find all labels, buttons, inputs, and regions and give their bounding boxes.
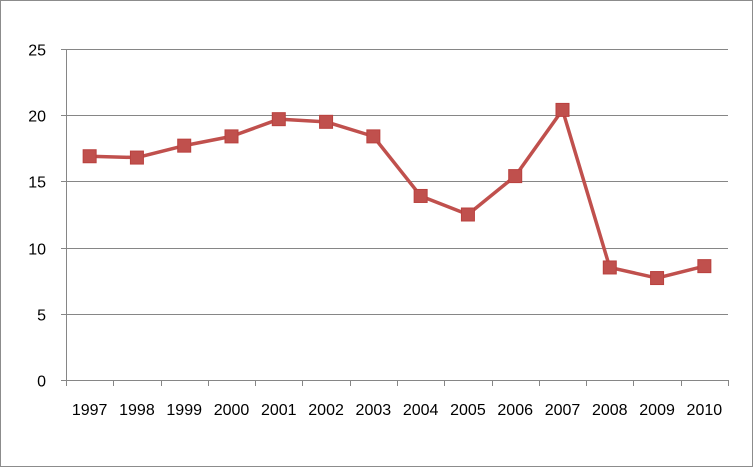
y-tick-label: 5 bbox=[37, 308, 46, 325]
x-tick-label: 2004 bbox=[403, 402, 439, 419]
data-point-marker bbox=[602, 260, 617, 275]
tick-labels: 0 5 10 15 20 25 1997 1998 1999 2000 2001 2002 2003 20… bbox=[28, 43, 722, 420]
y-tick-label: 0 bbox=[37, 374, 46, 391]
x-tick-label: 2007 bbox=[545, 402, 581, 419]
gridlines bbox=[66, 49, 728, 315]
x-tick-label: 2010 bbox=[687, 402, 723, 419]
data-point-marker bbox=[224, 129, 239, 144]
data-point-marker bbox=[555, 102, 570, 117]
data-point-marker bbox=[508, 169, 523, 184]
x-tick-label: 2005 bbox=[450, 402, 486, 419]
x-tick-label: 2006 bbox=[497, 402, 533, 419]
series-line bbox=[89, 108, 705, 280]
data-point-marker bbox=[177, 138, 192, 153]
data-point-marker bbox=[271, 112, 286, 127]
x-tick-label: 2002 bbox=[308, 402, 344, 419]
data-point-marker bbox=[697, 259, 712, 274]
y-tick-label: 10 bbox=[28, 242, 46, 259]
x-tick-label: 1999 bbox=[166, 402, 202, 419]
data-point-marker bbox=[319, 114, 334, 129]
data-point-marker bbox=[413, 188, 428, 203]
x-tick-label: 2009 bbox=[639, 402, 675, 419]
x-tick-label: 1998 bbox=[119, 402, 155, 419]
y-tick-label: 20 bbox=[28, 109, 46, 126]
x-tick-label: 2001 bbox=[261, 402, 297, 419]
data-point-marker bbox=[129, 150, 144, 165]
data-point-marker bbox=[82, 149, 97, 164]
data-point-marker bbox=[650, 271, 665, 286]
y-tick-label: 15 bbox=[28, 175, 46, 192]
x-tick-label: 2000 bbox=[214, 402, 250, 419]
data-point-marker bbox=[366, 129, 381, 144]
x-tick-label: 2008 bbox=[592, 402, 628, 419]
data-series bbox=[82, 102, 712, 286]
axes bbox=[61, 49, 729, 386]
x-tick-label: 1997 bbox=[72, 402, 108, 419]
y-tick-label: 25 bbox=[28, 43, 46, 60]
data-point-marker bbox=[460, 207, 475, 222]
x-tick-label: 2003 bbox=[356, 402, 392, 419]
